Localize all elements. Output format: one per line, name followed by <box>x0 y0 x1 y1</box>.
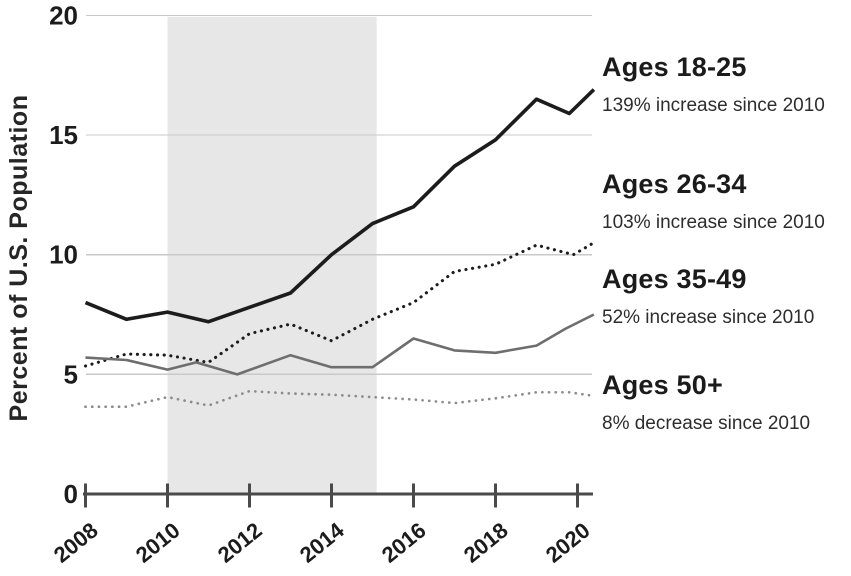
y-tick-label-0: 0 <box>64 479 78 509</box>
legend-note-ages-35-49: 52% increase since 2010 <box>602 307 815 328</box>
y-tick-label-20: 20 <box>49 0 78 30</box>
legend-ages-35-49: Ages 35-49 52% increase since 2010 <box>602 264 851 329</box>
x-tick-label-2012: 2012 <box>213 517 267 567</box>
legend-note-ages-18-25: 139% increase since 2010 <box>602 95 825 116</box>
legend-note-ages-26-34: 103% increase since 2010 <box>602 212 825 233</box>
legend-title-ages-26-34: Ages 26-34 <box>602 169 747 199</box>
legend-title-ages-18-25: Ages 18-25 <box>602 52 747 82</box>
x-tick-label-2016: 2016 <box>377 517 431 567</box>
legend-title-ages-35-49: Ages 35-49 <box>602 264 747 294</box>
x-tick-label-2020: 2020 <box>541 517 595 567</box>
line-ages-50 <box>84 389 596 409</box>
line-ages-26-34 <box>83 241 596 368</box>
y-axis-tick-labels: 0 5 10 15 20 <box>49 0 78 509</box>
legend-ages-18-25: Ages 18-25 139% increase since 2010 <box>602 52 851 117</box>
x-axis <box>83 483 593 508</box>
y-tick-label-15: 15 <box>49 120 78 150</box>
y-axis-title: Percent of U.S. Population <box>5 95 33 422</box>
y-tick-label-10: 10 <box>49 240 78 270</box>
y-tick-label-5: 5 <box>64 359 78 389</box>
legend-ages-26-34: Ages 26-34 103% increase since 2010 <box>602 169 851 234</box>
x-tick-label-2008: 2008 <box>49 517 103 567</box>
data-series-lines <box>83 88 596 409</box>
legend-note-ages-50-plus: 8% decrease since 2010 <box>602 413 811 434</box>
x-tick-label-2018: 2018 <box>459 517 513 567</box>
legend-ages-50-plus: Ages 50+ 8% decrease since 2010 <box>602 370 851 435</box>
x-tick-label-2010: 2010 <box>131 517 185 567</box>
horizontal-gridlines <box>86 14 592 376</box>
legend-title-ages-50-plus: Ages 50+ <box>602 370 723 400</box>
line-ages-18-25 <box>84 88 596 324</box>
x-axis-tick-labels: 2008 2010 2012 2014 2016 2018 2020 <box>49 517 595 568</box>
x-tick-label-2014: 2014 <box>295 517 349 568</box>
line-ages-35-49 <box>85 313 595 376</box>
